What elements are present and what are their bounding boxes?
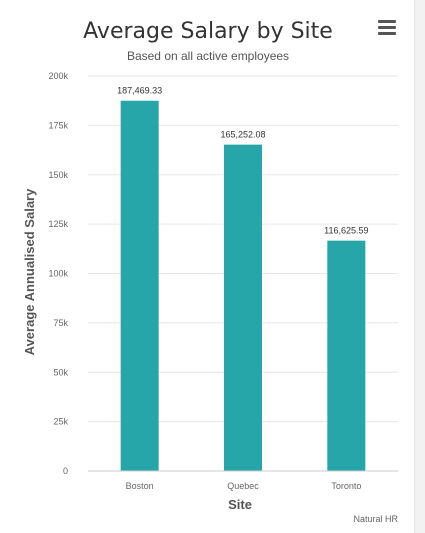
menu-bar-bottom bbox=[378, 32, 396, 35]
x-axis-title: Site bbox=[228, 497, 252, 512]
chart-title: Average Salary by Site bbox=[83, 19, 333, 44]
y-tick-label: 150k bbox=[48, 170, 68, 180]
y-tick-label: 75k bbox=[53, 318, 68, 328]
x-tick-label: Toronto bbox=[331, 481, 361, 491]
y-tick-label: 100k bbox=[48, 269, 68, 279]
y-tick-label: 25k bbox=[53, 417, 68, 427]
right-scroll-edge bbox=[414, 0, 425, 533]
data-label: 116,625.59 bbox=[324, 226, 368, 236]
y-tick-label: 0 bbox=[63, 466, 68, 476]
y-tick-label: 125k bbox=[48, 219, 68, 229]
x-tick-label: Boston bbox=[126, 481, 154, 491]
y-axis-tick-labels: 0 25k 50k 75k 100k 125k 150k 175k 200k bbox=[48, 71, 68, 476]
x-axis-tick-labels: Boston Quebec Toronto bbox=[126, 481, 362, 491]
chart-subtitle: Based on all active employees bbox=[127, 49, 289, 63]
menu-bar-middle bbox=[378, 26, 396, 29]
y-tick-label: 175k bbox=[48, 120, 68, 130]
bar-boston[interactable] bbox=[120, 100, 159, 471]
y-tick-label: 200k bbox=[48, 71, 68, 81]
data-label: 165,252.08 bbox=[220, 130, 265, 140]
y-axis-title: Average Annualised Salary bbox=[22, 188, 37, 355]
chart-credit[interactable]: Natural HR bbox=[353, 514, 398, 524]
data-labels: 187,469.33 165,252.08 116,625.59 bbox=[117, 86, 368, 236]
bar-quebec[interactable] bbox=[224, 144, 262, 471]
bars bbox=[120, 100, 366, 471]
data-label: 187,469.33 bbox=[117, 86, 162, 96]
bar-chart: Average Salary by Site Based on all acti… bbox=[22, 19, 398, 524]
x-tick-label: Quebec bbox=[227, 481, 259, 491]
menu-bar-top bbox=[378, 20, 396, 23]
y-tick-label: 50k bbox=[53, 367, 68, 377]
bar-toronto[interactable] bbox=[327, 240, 366, 471]
hamburger-menu-icon[interactable] bbox=[378, 20, 396, 36]
